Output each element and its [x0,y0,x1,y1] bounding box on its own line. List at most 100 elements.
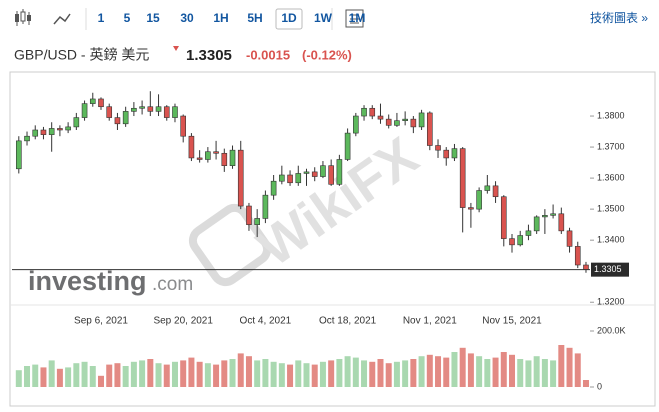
candle-body [106,106,113,118]
candle-body [221,152,228,166]
volume-bar [196,361,203,387]
volume-bar [73,363,80,387]
volume-bar [15,370,22,387]
volume-bar [402,360,409,387]
y-tick-label: 1.3700 [597,141,625,151]
candle-body [369,107,376,117]
volume-bar [484,359,491,387]
candle-body [426,112,433,146]
volume-bar [262,359,269,387]
candle-body [246,205,252,225]
volume-bar [344,356,351,387]
x-tick-label: Oct 4, 2021 [240,316,292,327]
interval-button[interactable]: 5H [247,11,262,25]
technical-chart-link[interactable]: 技術圖表 » [590,11,648,25]
volume-bar [65,367,72,387]
settings-icon[interactable] [345,9,364,28]
candle-body [361,107,367,117]
candle-body [196,157,203,160]
volume-bar [24,366,31,387]
candle-body [205,151,211,160]
volume-bar [492,357,499,387]
candle-body [24,135,30,142]
volume-bar [56,368,63,387]
x-tick-label: Sep 20, 2021 [153,316,213,327]
down-arrow [173,46,179,51]
candle-body [48,128,55,135]
volume-bar [303,363,310,387]
candle-body [65,126,71,131]
interval-button[interactable]: 15 [146,11,160,25]
chart-frame [9,71,656,407]
candle-body [566,230,573,247]
volume-bar [287,364,294,387]
volume-bar [319,361,326,387]
candle-body [172,106,178,118]
volume-bar [352,357,359,387]
candle-body [180,115,186,137]
interval-button[interactable]: 1M [349,11,366,25]
candle-body [73,117,80,128]
price-change: -0.0015 [246,47,290,62]
candle-body [237,149,244,207]
candle-body [443,149,450,159]
interval-button[interactable]: 1H [213,11,228,25]
candle-body [328,165,334,185]
volume-bar [509,354,515,387]
volume-tick-label: 200.0K [597,325,626,335]
candle-body [320,165,326,177]
volume-bar [435,356,442,387]
candle-body [418,112,425,128]
candle-body [279,174,285,182]
volume-bar [517,359,524,387]
candle-body [81,103,88,118]
candle-body [558,213,565,232]
candle-icon[interactable] [15,9,31,26]
x-tick-label: Nov 1, 2021 [403,316,457,327]
candle-body [254,218,260,225]
volume-bar [566,347,573,387]
line-icon[interactable] [53,13,71,25]
candle-body [188,135,195,159]
candle-body [353,115,359,134]
volume-bar [311,364,318,387]
candle-body [484,185,491,191]
volume-bar [229,359,236,387]
volume-bar [130,361,137,387]
interval-button[interactable]: 5 [124,11,131,25]
candle-body [542,215,548,218]
watermark-brand: investing [28,266,147,296]
volume-bar [574,353,581,387]
candle-body [377,115,384,120]
volume-bar [541,359,548,387]
interval-button[interactable]: 1D [281,11,297,25]
y-tick-label: 1.3500 [597,204,625,214]
candle-body [270,180,277,196]
candle-body [574,246,581,266]
volume-bar [221,360,228,387]
volume-bar [270,361,277,387]
volume-bar [476,356,483,387]
candle-body [213,151,219,154]
candle-body [492,185,499,198]
interval-button[interactable]: 1 [98,11,105,25]
volume-bar [295,360,302,387]
volume-bar [89,366,96,387]
last-price: 1.3305 [186,47,232,64]
volume-bar [459,347,466,387]
interval-button[interactable]: 30 [180,11,194,25]
candle-body [89,98,96,104]
candle-body [336,159,343,185]
volume-bar [48,360,55,387]
volume-bar [385,363,392,387]
candle-body [262,194,269,219]
candle-body [476,190,482,210]
volume-bar [106,364,113,387]
volume-bar [582,380,589,387]
candle-body [229,149,236,166]
interval-button[interactable]: 1W [314,11,333,25]
instrument-title: GBP/USD - 英鎊 美元 [14,47,149,63]
